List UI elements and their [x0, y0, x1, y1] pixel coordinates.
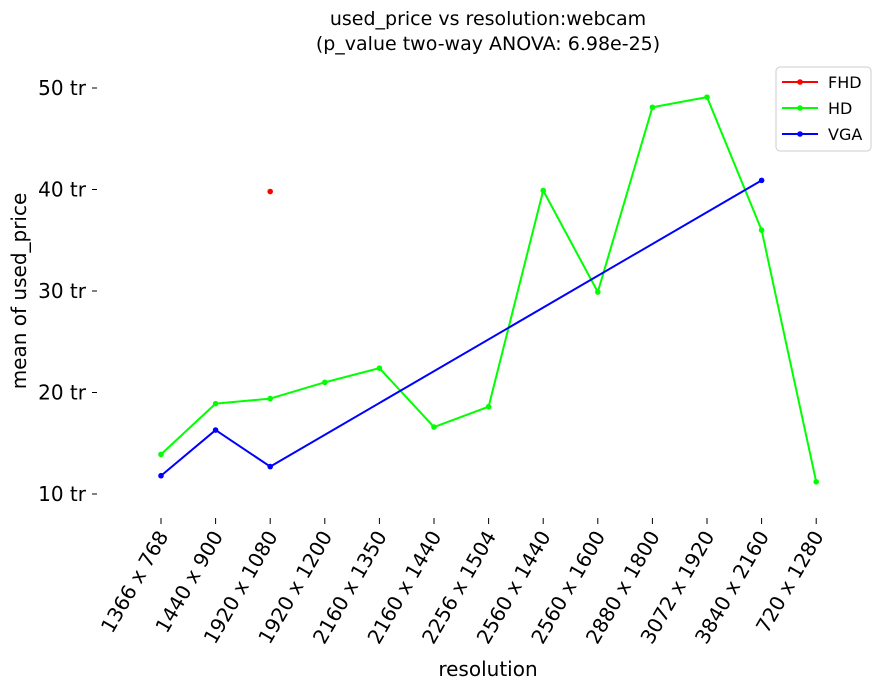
- data-point-hd: [267, 395, 274, 402]
- legend-swatch-marker: [797, 131, 803, 137]
- legend-label: HD: [828, 99, 852, 118]
- legend-label: FHD: [828, 73, 862, 92]
- data-point-vga: [758, 177, 765, 184]
- legend-entry-fhd: FHD: [782, 73, 862, 92]
- y-tick-label: 40 tr: [38, 178, 87, 202]
- y-tick-label: 10 tr: [38, 482, 87, 506]
- series-line-hd: [160, 96, 818, 483]
- legend-entry-hd: HD: [782, 99, 852, 118]
- y-axis: 10 tr 20 tr 30 tr 40 tr 50 tr: [38, 76, 97, 506]
- data-point-hd: [813, 479, 819, 485]
- data-point-vga: [267, 463, 274, 470]
- y-axis-label: mean of used_price: [7, 193, 31, 390]
- y-tick-label: 50 tr: [38, 76, 87, 100]
- x-axis-label: resolution: [438, 657, 537, 681]
- series-layer: [158, 94, 819, 485]
- data-point-hd: [758, 227, 765, 233]
- data-point-hd: [431, 424, 437, 430]
- data-point-hd: [595, 289, 601, 295]
- legend: FHD HD VGA: [775, 66, 872, 152]
- legend-entry-vga: VGA: [782, 125, 862, 144]
- legend-frame: [775, 66, 872, 152]
- y-tick-label: 30 tr: [38, 279, 87, 303]
- data-point-hd: [158, 451, 164, 458]
- data-point-hd: [322, 379, 328, 386]
- data-point-fhd: [267, 188, 274, 195]
- legend-swatch-marker: [797, 79, 803, 85]
- data-point-hd: [212, 400, 219, 407]
- data-point-vga: [212, 427, 219, 433]
- data-point-hd: [540, 187, 546, 194]
- series-vga: [158, 177, 765, 479]
- data-point-hd: [649, 104, 656, 111]
- legend-label: VGA: [828, 125, 862, 144]
- legend-swatch-marker: [797, 105, 803, 111]
- chart-subtitle: (p_value two-way ANOVA: 6.98e-25): [316, 33, 660, 55]
- series-hd: [158, 94, 819, 485]
- data-point-hd: [704, 94, 710, 100]
- data-point-hd: [376, 365, 383, 371]
- data-point-hd: [485, 403, 492, 410]
- data-point-vga: [158, 472, 164, 479]
- series-line-vga: [160, 179, 763, 477]
- chart-title: used_price vs resolution:webcam: [330, 8, 646, 30]
- series-fhd: [267, 188, 274, 195]
- y-tick-label: 20 tr: [38, 381, 87, 405]
